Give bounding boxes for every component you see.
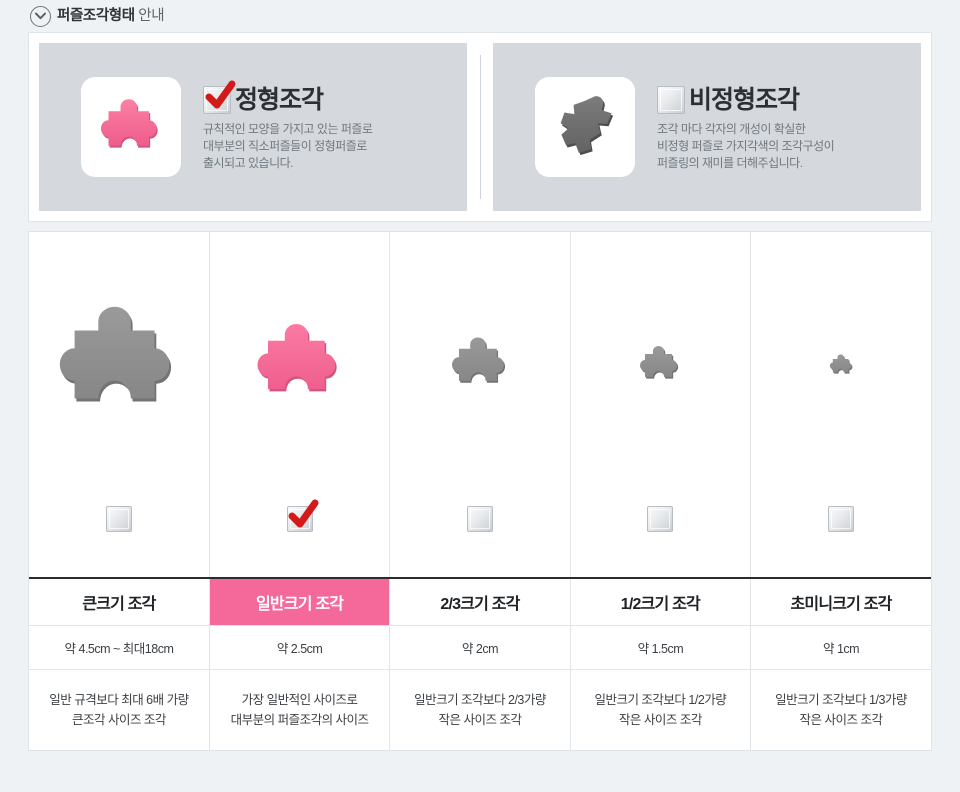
size-note-large: 일반 규격보다 최대 6배 가량 큰조각 사이즈 조각 xyxy=(29,669,210,750)
chevron-down-circle-icon xyxy=(30,5,51,27)
check-mark-icon xyxy=(205,80,236,109)
piece-visual-row xyxy=(29,232,931,578)
size-name-large[interactable]: 큰크기 조각 xyxy=(29,577,210,626)
piece-cell-half[interactable] xyxy=(569,232,751,578)
puzzle-piece-icon xyxy=(827,346,856,391)
size-table: 큰크기 조각 일반크기 조각 2/3크기 조각 1/2크기 조각 초미니크기 조… xyxy=(29,232,931,750)
size-value-large: 약 4.5cm ~ 최대18cm xyxy=(29,625,210,670)
check-mark-icon xyxy=(288,499,319,528)
size-name-ultra-mini[interactable]: 초미니크기 조각 xyxy=(750,577,931,626)
size-name-row: 큰크기 조각 일반크기 조각 2/3크기 조각 1/2크기 조각 초미니크기 조… xyxy=(29,577,931,626)
piece-area-two-thirds xyxy=(390,232,569,504)
piece-area-half xyxy=(571,232,750,504)
puzzle-piece-icon xyxy=(247,295,352,442)
size-value-ultra-mini: 약 1cm xyxy=(750,625,931,670)
shape-type-desc-irregular: 조각 마다 각자의 개성이 확실한 비정형 퍼즐로 가지각색의 조각구성이 퍼즐… xyxy=(657,122,835,170)
size-value-half: 약 1.5cm xyxy=(569,625,751,670)
puzzle-piece-icon xyxy=(635,332,685,405)
shape-type-desc-regular: 규칙적인 모양을 가지고 있는 퍼즐로 대부분의 직소퍼즐들이 정형퍼즐로 출시… xyxy=(203,122,373,170)
size-value-normal: 약 2.5cm xyxy=(208,625,390,670)
size-value-row: 약 4.5cm ~ 최대18cm 약 2.5cm 약 2cm 약 1.5cm 약… xyxy=(29,625,931,670)
shape-type-option-regular[interactable]: 정형조각 규칙적인 모양을 가지고 있는 퍼즐로 대부분의 직소퍼즐들이 정형퍼… xyxy=(39,43,467,211)
size-note-normal: 가장 일반적인 사이즈로 대부분의 퍼즐조각의 사이즈 xyxy=(208,669,390,750)
piece-area-large xyxy=(29,232,209,504)
checkbox-irregular[interactable] xyxy=(657,86,685,114)
shape-type-title-regular: 정형조각 xyxy=(235,85,324,114)
checkbox-size-large[interactable] xyxy=(105,506,132,532)
shape-type-text-irregular: 비정형조각 조각 마다 각자의 개성이 확실한 비정형 퍼즐로 가지각색의 조각… xyxy=(657,82,835,172)
shape-type-title-irregular: 비정형조각 xyxy=(689,85,800,114)
size-comparison-card: 큰크기 조각 일반크기 조각 2/3크기 조각 1/2크기 조각 초미니크기 조… xyxy=(28,231,932,751)
piece-cell-large[interactable] xyxy=(29,232,210,578)
page-title: 퍼즐조각형태 안내 xyxy=(57,7,165,24)
piece-area-ultra-mini xyxy=(751,232,931,504)
puzzle-piece-gray-irregular-icon xyxy=(535,77,635,177)
shape-type-text-regular: 정형조각 규칙적인 모양을 가지고 있는 퍼즐로 대부분의 직소퍼즐들이 정형퍼… xyxy=(203,80,373,172)
piece-cell-two-thirds[interactable] xyxy=(389,232,571,578)
page-title-light: 안내 xyxy=(138,7,165,24)
piece-cell-normal[interactable] xyxy=(208,232,390,578)
size-value-two-thirds: 약 2cm xyxy=(389,625,571,670)
page-header: 퍼즐조각형태 안내 xyxy=(0,0,960,30)
checkbox-size-ultra-mini[interactable] xyxy=(828,506,855,532)
puzzle-piece-pink-icon xyxy=(81,77,181,177)
shape-type-option-irregular[interactable]: 비정형조각 조각 마다 각자의 개성이 확실한 비정형 퍼즐로 가지각색의 조각… xyxy=(493,43,921,211)
piece-cell-ultra-mini[interactable] xyxy=(750,232,931,578)
checkbox-size-half[interactable] xyxy=(647,506,674,532)
panel-divider xyxy=(467,43,493,211)
checkbox-size-two-thirds[interactable] xyxy=(466,506,493,532)
size-note-ultra-mini: 일반크기 조각보다 1/3가량 작은 사이즈 조각 xyxy=(750,669,931,750)
size-name-normal[interactable]: 일반크기 조각 xyxy=(208,577,390,626)
size-note-row: 일반 규격보다 최대 6배 가량 큰조각 사이즈 조각 가장 일반적인 사이즈로… xyxy=(29,669,931,750)
size-name-two-thirds[interactable]: 2/3크기 조각 xyxy=(389,577,571,626)
shape-type-card: 정형조각 규칙적인 모양을 가지고 있는 퍼즐로 대부분의 직소퍼즐들이 정형퍼… xyxy=(28,32,932,222)
size-note-two-thirds: 일반크기 조각보다 2/3가량 작은 사이즈 조각 xyxy=(389,669,571,750)
puzzle-piece-icon xyxy=(445,318,515,418)
page-title-strong: 퍼즐조각형태 xyxy=(57,7,135,24)
size-name-half[interactable]: 1/2크기 조각 xyxy=(569,577,751,626)
piece-area-normal xyxy=(210,232,389,504)
checkbox-size-normal[interactable] xyxy=(286,499,319,532)
size-note-half: 일반크기 조각보다 1/2가량 작은 사이즈 조각 xyxy=(569,669,751,750)
checkbox-regular[interactable] xyxy=(203,80,236,114)
puzzle-piece-icon xyxy=(45,266,193,471)
